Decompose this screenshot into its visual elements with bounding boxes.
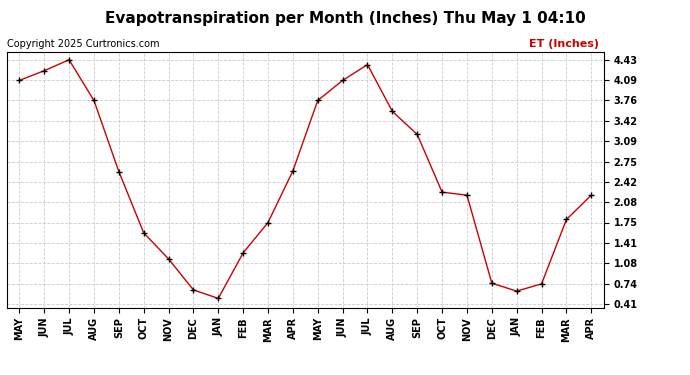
Text: ET (Inches): ET (Inches) [529, 39, 599, 50]
Text: Evapotranspiration per Month (Inches) Thu May 1 04:10: Evapotranspiration per Month (Inches) Th… [105, 11, 585, 26]
Text: Copyright 2025 Curtronics.com: Copyright 2025 Curtronics.com [7, 39, 159, 50]
